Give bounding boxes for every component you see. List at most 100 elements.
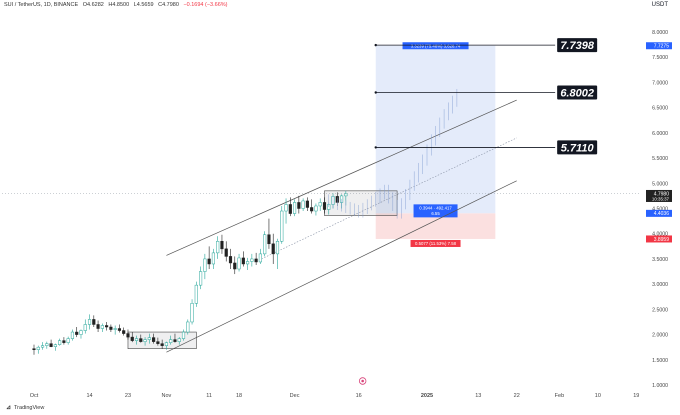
candle xyxy=(297,195,301,214)
earnings-flag-icon xyxy=(358,377,367,385)
price-tag-box xyxy=(646,42,672,50)
candle-body xyxy=(199,271,203,286)
candle-body xyxy=(173,339,177,342)
candle-body xyxy=(305,200,309,208)
level-7-7398: 7.7398 xyxy=(374,38,598,53)
candle xyxy=(147,333,151,344)
marker-dot xyxy=(361,379,364,383)
candle xyxy=(122,327,126,336)
currency-label[interactable]: USDT xyxy=(651,2,668,8)
candle-body xyxy=(216,241,220,254)
candle-body xyxy=(271,243,275,255)
consolidation-box xyxy=(324,190,398,216)
channel-lower-line xyxy=(166,180,517,353)
candle xyxy=(211,248,215,270)
candle xyxy=(237,253,241,272)
candle xyxy=(32,344,36,355)
projection-candles xyxy=(328,88,458,219)
price-tag-text: 3.8959 xyxy=(654,237,670,243)
candle xyxy=(79,329,83,339)
symbol-title[interactable]: SUI / TetherUS, 1D, BINANCE xyxy=(4,2,79,8)
candle xyxy=(134,335,139,345)
candle xyxy=(250,253,254,267)
level-dot xyxy=(374,43,377,47)
candle-body xyxy=(186,321,190,333)
candle-body xyxy=(109,326,113,330)
candle-body xyxy=(92,319,96,325)
candle xyxy=(322,197,327,214)
level-label-box xyxy=(557,140,598,155)
candles xyxy=(32,190,348,355)
change-value: −0.1694 (−3.66%) xyxy=(183,2,228,8)
x-tick-label: Nov xyxy=(162,393,172,399)
candle xyxy=(228,248,233,270)
price-tag-box xyxy=(646,209,672,217)
candle-body xyxy=(53,344,57,347)
candle xyxy=(139,334,143,343)
candle-body xyxy=(105,325,109,328)
entry-label-text-2: 6.55 xyxy=(431,211,440,216)
candle xyxy=(105,321,109,331)
candle-body xyxy=(49,343,53,347)
y-tick-label: 7.5000 xyxy=(652,55,668,61)
level-6-8002: 6.8002 xyxy=(374,85,598,100)
candle-body xyxy=(164,342,168,346)
candle-body xyxy=(87,319,92,325)
candle xyxy=(87,314,92,330)
level-label-text: 5.7110 xyxy=(561,142,595,154)
y-tick-label: 1.5000 xyxy=(652,358,668,364)
price-tag-text: 4.4036 xyxy=(654,211,670,217)
y-tick-label: 6.0000 xyxy=(652,131,668,137)
candle-body xyxy=(160,343,164,346)
candle xyxy=(310,199,314,214)
trend-channel xyxy=(166,99,517,353)
candle-body xyxy=(275,241,280,255)
candle xyxy=(58,338,62,346)
candle-body xyxy=(190,303,194,323)
candle-body xyxy=(117,328,122,331)
x-tick-label: 23 xyxy=(125,393,131,399)
candle-body xyxy=(318,202,322,207)
candle-body xyxy=(250,258,254,262)
candle-body xyxy=(45,343,49,346)
level-label-text: 6.8002 xyxy=(560,88,594,100)
candle-body xyxy=(122,330,126,334)
high-value: H4.8500 xyxy=(108,2,130,8)
candle-body xyxy=(254,258,258,263)
candle-body xyxy=(96,324,100,329)
close-value: C4.7980 xyxy=(158,2,179,8)
candle-body xyxy=(233,262,237,270)
candle-body xyxy=(75,331,79,335)
x-tick-label: 13 xyxy=(475,393,481,399)
candle-body xyxy=(267,234,271,245)
candle-body xyxy=(169,339,173,343)
candle-body xyxy=(66,338,70,343)
y-tick-label: 3.0000 xyxy=(652,282,668,288)
time-axis: Oct 14 23 Nov 11 18 Dec 16 2025 13 22 Feb 10 19 xyxy=(30,393,640,399)
candle-body xyxy=(344,193,348,197)
x-tick-label: Feb xyxy=(555,393,564,399)
brand: ⊿ TradingView xyxy=(6,404,45,412)
candle xyxy=(130,332,134,343)
candle xyxy=(117,324,122,333)
candle xyxy=(62,337,66,345)
candle-body xyxy=(126,333,130,338)
price-axis: 1.0000 1.5000 2.0000 2.5000 3.0000 3.5000 4.00… xyxy=(652,30,668,389)
candle xyxy=(190,299,194,325)
y-tick-label: 3.5000 xyxy=(652,257,668,263)
candle-body xyxy=(224,248,228,257)
candle-body xyxy=(241,257,245,265)
consolidation-boxes xyxy=(127,190,398,349)
stop-label-text: 0.5077 (11.53%) 7.58 xyxy=(415,241,457,246)
candle xyxy=(271,233,275,264)
brand-name: TradingView xyxy=(14,404,45,411)
candle-body xyxy=(314,205,318,212)
x-tick-label: Dec xyxy=(290,393,300,399)
candle xyxy=(258,248,262,264)
level-5-7110: 5.7110 xyxy=(374,140,598,155)
stop-zone xyxy=(375,213,496,239)
channel-mid-line xyxy=(256,137,517,262)
